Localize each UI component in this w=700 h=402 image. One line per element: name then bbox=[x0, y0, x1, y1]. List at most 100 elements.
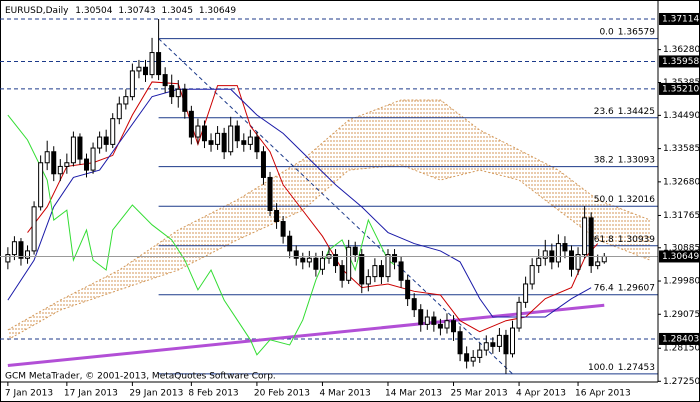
candle-body bbox=[201, 125, 207, 142]
fibo-ratio: 76.4 bbox=[594, 283, 614, 293]
candle-body bbox=[536, 257, 542, 267]
candle-body bbox=[359, 254, 365, 285]
candle-body bbox=[595, 261, 601, 267]
candle-body bbox=[365, 276, 371, 285]
candle-body bbox=[352, 246, 358, 256]
x-tick-label: 8 Feb 2013 bbox=[188, 389, 238, 399]
candle-body bbox=[38, 162, 44, 208]
candle-body bbox=[601, 255, 607, 263]
candle-body bbox=[470, 356, 476, 362]
last-price-box bbox=[659, 250, 700, 263]
candle-body bbox=[5, 254, 11, 263]
candle-body bbox=[411, 298, 417, 311]
x-tick-label: 14 Mar 2013 bbox=[385, 389, 442, 399]
header-low: 1.3045 bbox=[161, 6, 193, 16]
fibo-ratio: 0.0 bbox=[599, 27, 614, 37]
candle-body bbox=[339, 265, 345, 281]
candle-body bbox=[280, 221, 286, 237]
candle-body bbox=[319, 257, 325, 270]
candle-body bbox=[221, 132, 227, 153]
candle-body bbox=[293, 250, 299, 259]
y-tick-label: 1.36280 bbox=[663, 45, 700, 55]
candle-body bbox=[162, 74, 168, 87]
candle-body bbox=[142, 66, 148, 76]
header: EURUSD,Daily 1.30504 1.30743 1.3045 1.30… bbox=[5, 6, 236, 16]
y-tick-label: 1.29980 bbox=[663, 277, 700, 287]
candle-body bbox=[241, 140, 247, 145]
candle-body bbox=[116, 103, 122, 120]
header-open: 1.30504 bbox=[75, 6, 112, 16]
fibo-ratio: 23.6 bbox=[594, 106, 614, 116]
candle-body bbox=[228, 125, 234, 153]
candle-body bbox=[97, 136, 103, 149]
fibo-ratio: 100.0 bbox=[588, 362, 614, 372]
cloud-span-b bbox=[7, 164, 651, 341]
candle-body bbox=[451, 320, 457, 333]
symbol-title: EURUSD,Daily bbox=[5, 6, 69, 16]
candle-body bbox=[18, 241, 24, 259]
candle-body bbox=[136, 66, 142, 72]
candle-body bbox=[490, 342, 496, 347]
fibo-ratio: 61.8 bbox=[594, 234, 614, 244]
candle-body bbox=[57, 165, 63, 175]
candle-body bbox=[437, 323, 443, 329]
fibo-label: 0.0 1.36579 bbox=[599, 27, 655, 37]
candle-body bbox=[175, 88, 181, 98]
candle-body bbox=[260, 151, 266, 178]
candle-body bbox=[346, 246, 352, 281]
candle-body bbox=[11, 241, 17, 256]
y-tick-label: 1.34490 bbox=[663, 111, 700, 121]
candle-body bbox=[182, 88, 188, 112]
candle-body bbox=[156, 52, 162, 76]
header-close: 1.30649 bbox=[199, 6, 236, 16]
x-tick-label: 4 Apr 2013 bbox=[516, 389, 566, 399]
candle-body bbox=[254, 136, 260, 153]
candle-body bbox=[31, 206, 37, 252]
candle-body bbox=[496, 334, 502, 347]
trendline bbox=[7, 303, 605, 368]
candle-body bbox=[44, 151, 50, 164]
candle-body bbox=[267, 176, 273, 212]
fibo-label: 76.4 1.29607 bbox=[594, 283, 655, 293]
x-tick-label: 17 Jan 2013 bbox=[64, 389, 118, 399]
x-tick-label: 29 Jan 2013 bbox=[129, 389, 183, 399]
candle-body bbox=[405, 279, 411, 300]
x-tick-label: 25 Mar 2013 bbox=[451, 389, 508, 399]
fibo-value: 1.27453 bbox=[618, 362, 655, 372]
x-tick-label: 4 Mar 2013 bbox=[319, 389, 370, 399]
y-tick-label: 1.30885 bbox=[663, 243, 700, 253]
candle-body bbox=[208, 140, 214, 145]
candle-body bbox=[90, 147, 96, 171]
candle-body bbox=[215, 132, 221, 145]
footer: GCM MetaTrader, © 2001-2013, MetaQuotes … bbox=[5, 372, 276, 382]
fibo-value: 1.29607 bbox=[618, 283, 655, 293]
candle-body bbox=[188, 110, 194, 138]
fibo-ratio: 38.2 bbox=[594, 155, 614, 165]
cloud-span-a bbox=[7, 99, 651, 331]
y-tick-label: 1.27250 bbox=[663, 377, 700, 387]
candle-body bbox=[77, 136, 83, 160]
candle-body bbox=[555, 243, 561, 263]
last-price-label: 1.30649 bbox=[662, 252, 699, 262]
candle-body bbox=[588, 217, 594, 267]
fibo-value: 1.32016 bbox=[618, 195, 655, 205]
candle-body bbox=[306, 257, 312, 263]
x-tick-label: 16 Apr 2013 bbox=[575, 389, 631, 399]
fibo-value: 1.30939 bbox=[618, 234, 655, 244]
candle-body bbox=[510, 327, 516, 355]
level-box bbox=[659, 12, 700, 25]
fibo-label: 38.2 1.33093 bbox=[594, 155, 655, 165]
candle-body bbox=[529, 265, 535, 285]
candle-body bbox=[378, 265, 384, 278]
fibo-label: 100.0 1.27453 bbox=[588, 362, 655, 372]
fibo-label: 23.6 1.34425 bbox=[594, 106, 655, 116]
candle-body bbox=[516, 301, 522, 329]
indicator-line bbox=[7, 114, 395, 356]
level-label: 1.35958 bbox=[662, 57, 699, 67]
y-tick-label: 1.29075 bbox=[663, 310, 700, 320]
y-tick-label: 1.32680 bbox=[663, 177, 700, 187]
level-label: 1.28403 bbox=[662, 334, 699, 344]
candle-body bbox=[523, 283, 529, 303]
candle-body bbox=[195, 125, 201, 138]
level-label: 1.35210 bbox=[662, 84, 699, 94]
